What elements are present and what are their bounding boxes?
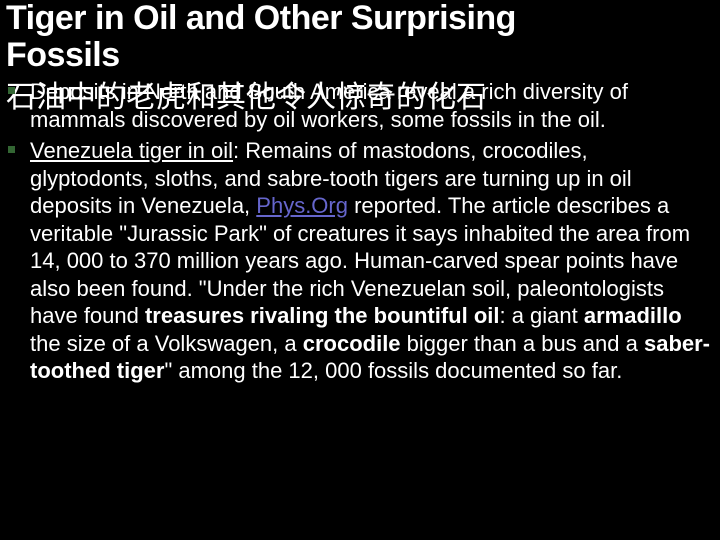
physorg-link[interactable]: Phys.Org <box>256 193 348 218</box>
bullet-2-seg3: : a giant <box>499 303 583 328</box>
bullet-item-1: Deposits in North and South America reve… <box>30 78 712 133</box>
bold-crocodile: crocodile <box>303 331 401 356</box>
bullet-1-text: Deposits in North and South America reve… <box>30 79 628 132</box>
slide-title: Tiger in Oil and Other Surprising Fossil… <box>0 0 720 75</box>
bullet-2-seg4: the size of a Volkswagen, a <box>30 331 303 356</box>
bold-treasures: treasures rivaling the bountiful oil <box>145 303 500 328</box>
title-line-1: Tiger in Oil and Other Surprising <box>6 0 516 37</box>
title-line-2: Fossils <box>6 36 120 74</box>
bullet-2-seg6: " among the 12, 000 fossils documented s… <box>164 358 622 383</box>
bullet-2-lead: Venezuela tiger in oil <box>30 138 233 163</box>
bullet-marker-icon <box>8 87 15 94</box>
bullet-marker-icon <box>8 146 15 153</box>
slide-body: Deposits in North and South America reve… <box>0 78 720 389</box>
bold-armadillo: armadillo <box>584 303 682 328</box>
bullet-2-seg5: bigger than a bus and a <box>401 331 644 356</box>
bullet-item-2: Venezuela tiger in oil: Remains of masto… <box>30 137 712 385</box>
